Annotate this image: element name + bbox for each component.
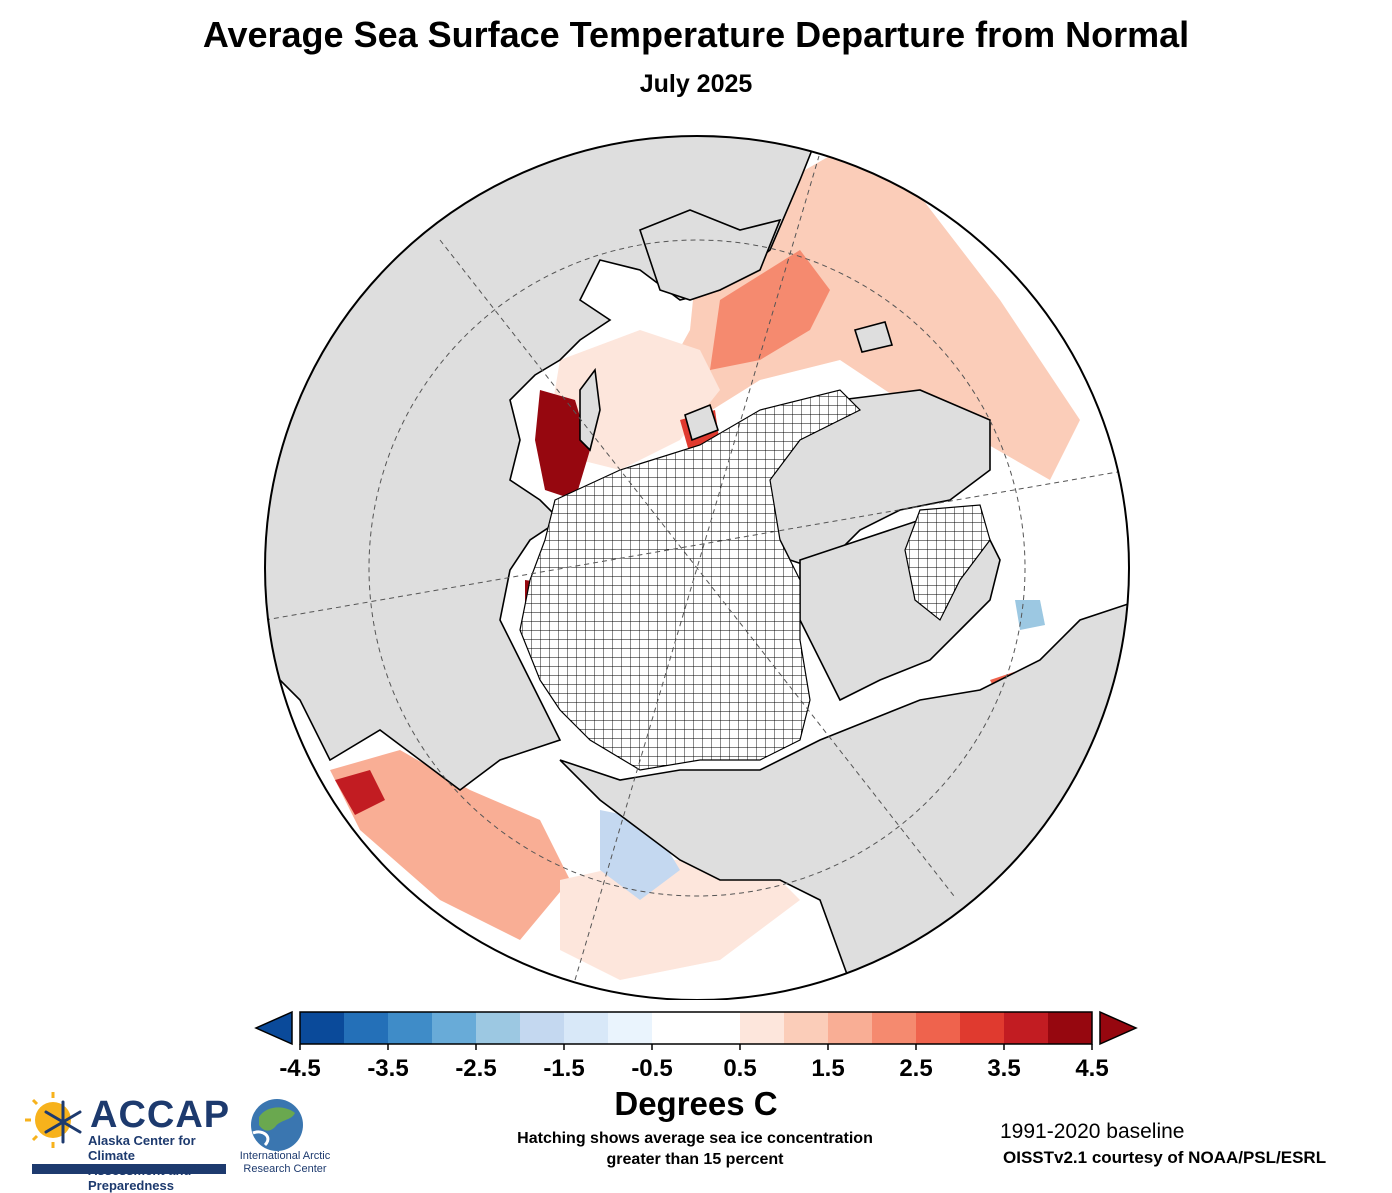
colorbar-bin xyxy=(740,1012,785,1044)
land-iceland xyxy=(853,321,894,353)
baseline-note: 1991-2020 baseline xyxy=(1000,1120,1185,1143)
iarc-line2: Research Center xyxy=(243,1163,327,1175)
chart-subtitle: July 2025 xyxy=(639,70,753,98)
colorbar-tick-label: -4.5 xyxy=(279,1055,320,1082)
colorbar-under-arrow xyxy=(254,1010,293,1046)
cool-anomaly-bering-strait xyxy=(600,810,680,900)
colorbar-over-arrow xyxy=(1099,1010,1138,1046)
accap-logo xyxy=(25,1092,226,1174)
iarc-globe-icon xyxy=(251,1099,303,1151)
accap-full-name: Alaska Center for Climate Assessment and… xyxy=(88,1133,238,1193)
colorbar-bins xyxy=(300,1012,1093,1044)
meridian-line xyxy=(439,239,955,897)
colorbar-tick-label: -0.5 xyxy=(631,1055,672,1082)
graticule xyxy=(265,155,1129,981)
warm-anomaly-bering xyxy=(330,750,570,940)
colorbar-bin xyxy=(784,1012,829,1044)
sun-snowflake-icon xyxy=(25,1092,82,1148)
colorbar-frame xyxy=(299,1011,1093,1045)
warm-anomaly-kara-hotspot xyxy=(535,390,590,500)
meridian-line xyxy=(265,469,1129,621)
colorbar-bin xyxy=(916,1012,961,1044)
land-svalbard xyxy=(684,403,719,442)
accap-tag: A NOAA CAP team xyxy=(160,1166,211,1172)
iarc-line1: International Arctic xyxy=(239,1150,331,1162)
arctic-circle xyxy=(368,239,1026,897)
colorbar-tick-label: 2.5 xyxy=(899,1055,932,1082)
warm-anomaly-gulf-alaska xyxy=(560,860,800,980)
land-novaya-zemlya xyxy=(579,367,601,452)
colorbar-bin xyxy=(872,1012,917,1044)
colorbar-tick-label: -1.5 xyxy=(543,1055,584,1082)
accap-underline xyxy=(32,1164,226,1174)
source-credit: OISSTv2.1 courtesy of NOAA/PSL/ESRL xyxy=(1003,1148,1327,1167)
sea-ice-hatching-baffin xyxy=(904,504,991,621)
hatch-note-line2: greater than 15 percent xyxy=(606,1151,784,1168)
iarc-name: International Arctic Research Center xyxy=(230,1150,340,1176)
colorbar-bin xyxy=(1048,1012,1093,1044)
colorbar-bin xyxy=(520,1012,565,1044)
colorbar-tick-label: 3.5 xyxy=(987,1055,1020,1082)
colorbar-bin xyxy=(388,1012,433,1044)
accap-name: ACCAP xyxy=(90,1094,231,1136)
colorbar-tick-label: 0.5 xyxy=(723,1055,756,1082)
colorbar-tick-label: 1.5 xyxy=(811,1055,844,1082)
colorbar-bin xyxy=(608,1012,653,1044)
globe-outline xyxy=(264,135,1130,1000)
colorbar-ticks: -4.5 -3.5 -2.5 -1.5 -0.5 0.5 1.5 2.5 3.5 4.5 xyxy=(279,1044,1109,1082)
colorbar-bin xyxy=(960,1012,1005,1044)
colorbar-bin xyxy=(344,1012,389,1044)
warm-anomaly-norwegian xyxy=(710,250,830,370)
colorbar-bin xyxy=(696,1012,741,1044)
warm-anomaly-okhotsk xyxy=(335,770,385,815)
colorbar-bin xyxy=(476,1012,521,1044)
colorbar-bin xyxy=(652,1012,697,1044)
land-scandinavia xyxy=(639,209,782,301)
hatch-note-line1: Hatching shows average sea ice concentra… xyxy=(517,1130,873,1147)
polar-map xyxy=(264,135,1130,1000)
colorbar-label: Degrees C xyxy=(614,1085,778,1122)
colorbar-bin xyxy=(828,1012,873,1044)
colorbar-tick-label: -3.5 xyxy=(367,1055,408,1082)
sea-ice-hatching xyxy=(519,389,862,771)
colorbar-bin xyxy=(1004,1012,1049,1044)
chart-title: Average Sea Surface Temperature Departur… xyxy=(202,14,1190,55)
hatch-note: Hatching shows average sea ice concentra… xyxy=(480,1128,910,1170)
colorbar-bin xyxy=(564,1012,609,1044)
colorbar: -4.5 -3.5 -2.5 -1.5 -0.5 0.5 1.5 2.5 3.5 4.5 xyxy=(254,1010,1138,1082)
colorbar-bin xyxy=(432,1012,477,1044)
colorbar-tick-label: 4.5 xyxy=(1075,1055,1108,1082)
accap-line1: Alaska Center for Climate xyxy=(88,1133,196,1163)
colorbar-tick-label: -2.5 xyxy=(455,1055,496,1082)
colorbar-bin xyxy=(300,1012,345,1044)
